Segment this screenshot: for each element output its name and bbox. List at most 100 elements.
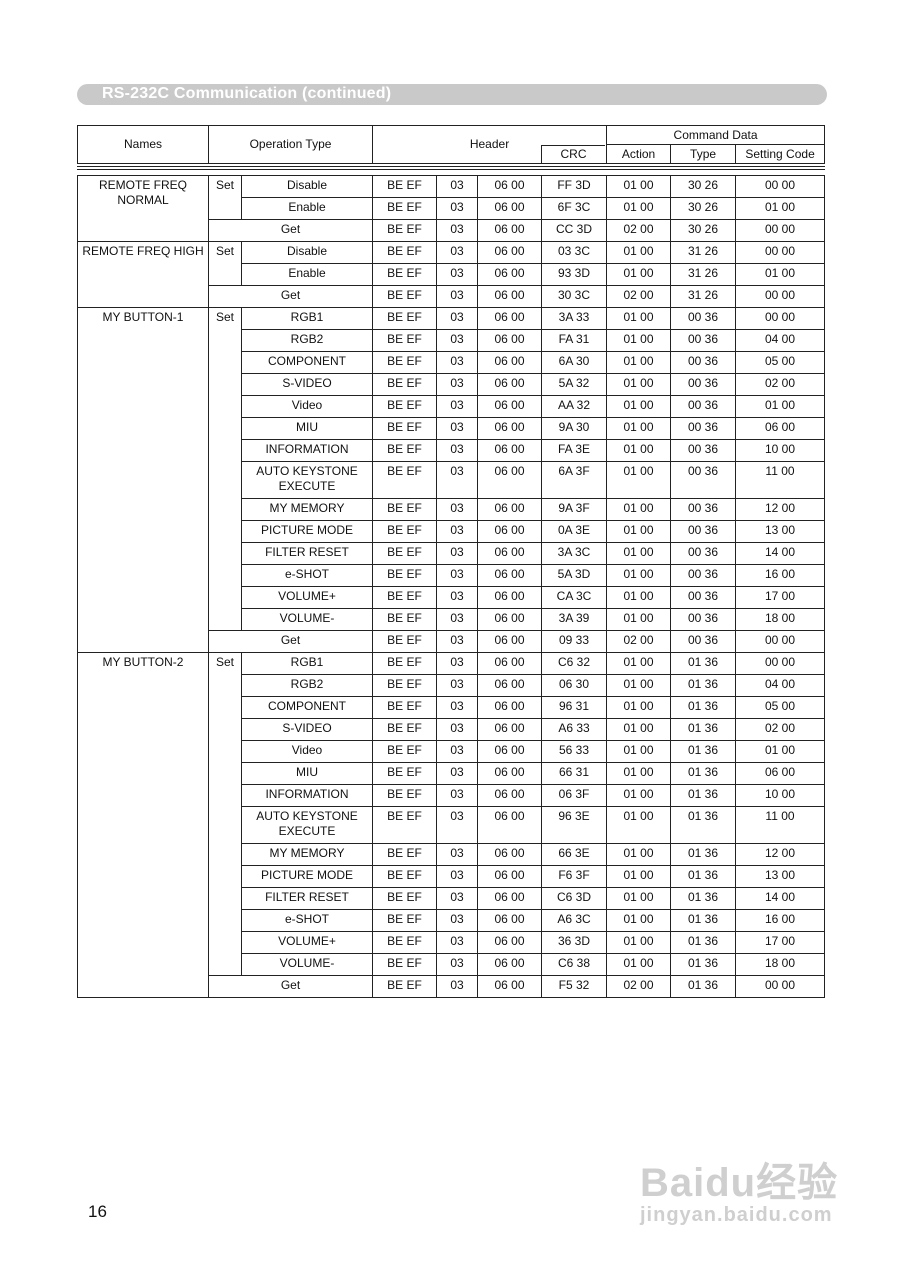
header-byte-2: 03: [436, 975, 478, 998]
crc-value: 96 3E: [541, 806, 607, 844]
action-value: 01 00: [606, 674, 671, 697]
header-byte-2: 03: [436, 329, 478, 352]
type-value: 31 26: [670, 241, 736, 264]
crc-value: FA 3E: [541, 439, 607, 462]
operation-item: Enable: [241, 263, 373, 286]
action-value: 01 00: [606, 652, 671, 675]
type-value: 00 36: [670, 564, 736, 587]
col-operation-type: Operation Type: [208, 125, 373, 164]
crc-value: C6 3D: [541, 887, 607, 910]
header-byte-1: BE EF: [372, 395, 437, 418]
operation-item: INFORMATION: [241, 784, 373, 807]
type-value: 00 36: [670, 439, 736, 462]
setting-code-value: 00 00: [735, 630, 825, 653]
crc-value: FF 3D: [541, 175, 607, 198]
table-row: AUTO KEYSTONE EXECUTE BE EF 03 06 00 6A 3F 01…: [78, 461, 825, 499]
header-byte-3: 06 00: [477, 329, 542, 352]
operation-item: COMPONENT: [241, 351, 373, 374]
table-row: Get BE EF 03 06 00 CC 3D 02 00 30 26 00 00: [78, 219, 825, 242]
action-value: 01 00: [606, 696, 671, 719]
header-byte-3: 06 00: [477, 652, 542, 675]
header-byte-3: 06 00: [477, 931, 542, 954]
table-row: MIU BE EF 03 06 00 9A 30 01 00 00 36 06 00: [78, 417, 825, 440]
setting-code-value: 02 00: [735, 373, 825, 396]
crc-value: A6 3C: [541, 909, 607, 932]
operation-item: FILTER RESET: [241, 887, 373, 910]
action-value: 01 00: [606, 175, 671, 198]
type-value: 31 26: [670, 263, 736, 286]
header-byte-1: BE EF: [372, 498, 437, 521]
header-byte-2: 03: [436, 175, 478, 198]
header-byte-2: 03: [436, 373, 478, 396]
setting-code-value: 04 00: [735, 329, 825, 352]
header-byte-3: 06 00: [477, 608, 542, 631]
header-byte-3: 06 00: [477, 674, 542, 697]
action-value: 01 00: [606, 461, 671, 499]
crc-value: 56 33: [541, 740, 607, 763]
header-byte-1: BE EF: [372, 373, 437, 396]
setting-code-value: 12 00: [735, 498, 825, 521]
crc-value: 06 3F: [541, 784, 607, 807]
setting-code-value: 12 00: [735, 843, 825, 866]
operation-item: MY MEMORY: [241, 498, 373, 521]
type-value: 31 26: [670, 285, 736, 308]
header-byte-3: 06 00: [477, 806, 542, 844]
type-value: 01 36: [670, 762, 736, 785]
crc-value: C6 32: [541, 652, 607, 675]
operation-set: Set: [208, 652, 242, 976]
header-byte-1: BE EF: [372, 696, 437, 719]
setting-code-value: 13 00: [735, 865, 825, 888]
type-value: 01 36: [670, 909, 736, 932]
table-row: Get BE EF 03 06 00 30 3C 02 00 31 26 00 00: [78, 285, 825, 308]
operation-item: Video: [241, 740, 373, 763]
header-divider: [77, 166, 825, 170]
type-value: 00 36: [670, 542, 736, 565]
action-value: 01 00: [606, 329, 671, 352]
header-byte-1: BE EF: [372, 285, 437, 308]
section-banner: RS-232C Communication (continued): [77, 84, 827, 105]
header-byte-2: 03: [436, 520, 478, 543]
col-type: Type: [670, 144, 737, 164]
watermark-logo: Baidu经验: [640, 1161, 839, 1205]
table-row: COMPONENT BE EF 03 06 00 6A 30 01 00 00 36 05 0…: [78, 351, 825, 374]
header-byte-3: 06 00: [477, 630, 542, 653]
action-value: 01 00: [606, 608, 671, 631]
command-name: MY BUTTON-1: [77, 307, 209, 653]
action-value: 01 00: [606, 373, 671, 396]
type-value: 30 26: [670, 219, 736, 242]
header-byte-3: 06 00: [477, 417, 542, 440]
header-byte-1: BE EF: [372, 843, 437, 866]
header-byte-3: 06 00: [477, 461, 542, 499]
setting-code-value: 01 00: [735, 740, 825, 763]
action-value: 01 00: [606, 887, 671, 910]
header-byte-1: BE EF: [372, 175, 437, 198]
action-value: 01 00: [606, 395, 671, 418]
table-row: COMPONENT BE EF 03 06 00 96 31 01 00 01 36 05 0…: [78, 696, 825, 719]
header-byte-2: 03: [436, 307, 478, 330]
type-value: 00 36: [670, 520, 736, 543]
header-byte-1: BE EF: [372, 329, 437, 352]
operation-item: PICTURE MODE: [241, 520, 373, 543]
action-value: 01 00: [606, 953, 671, 976]
header-byte-2: 03: [436, 219, 478, 242]
crc-value: F5 32: [541, 975, 607, 998]
action-value: 01 00: [606, 197, 671, 220]
header-byte-3: 06 00: [477, 953, 542, 976]
header-byte-1: BE EF: [372, 740, 437, 763]
header-byte-3: 06 00: [477, 395, 542, 418]
header-byte-3: 06 00: [477, 351, 542, 374]
command-name: REMOTE FREQ NORMAL: [77, 175, 209, 242]
header-byte-1: BE EF: [372, 608, 437, 631]
header-byte-3: 06 00: [477, 263, 542, 286]
operation-item: INFORMATION: [241, 439, 373, 462]
setting-code-value: 01 00: [735, 263, 825, 286]
table-row: INFORMATION BE EF 03 06 00 06 3F 01 00 01 36 10…: [78, 784, 825, 807]
crc-value: 5A 32: [541, 373, 607, 396]
type-value: 01 36: [670, 843, 736, 866]
header-byte-3: 06 00: [477, 498, 542, 521]
action-value: 01 00: [606, 542, 671, 565]
header-byte-1: BE EF: [372, 351, 437, 374]
header-byte-2: 03: [436, 498, 478, 521]
crc-value: CA 3C: [541, 586, 607, 609]
header-byte-3: 06 00: [477, 564, 542, 587]
